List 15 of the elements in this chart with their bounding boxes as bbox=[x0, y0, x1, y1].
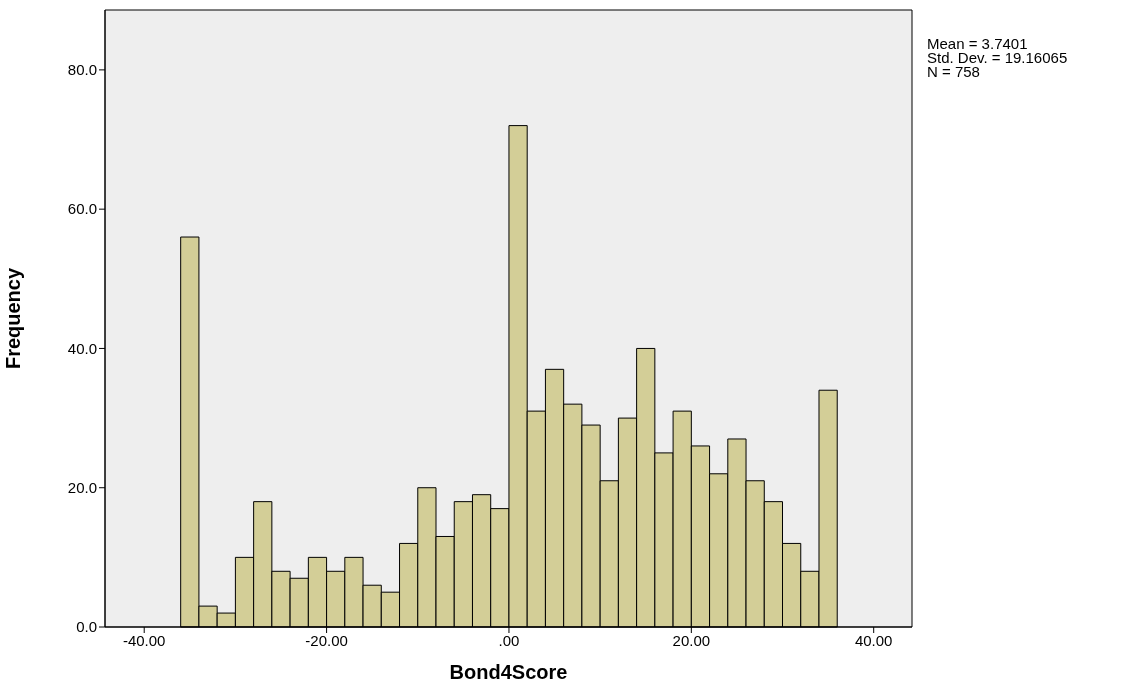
y-tick-label: 80.0 bbox=[67, 61, 97, 79]
y-tick-label: 20.0 bbox=[67, 479, 97, 497]
y-tick-label: 0.0 bbox=[76, 618, 97, 636]
x-tick-label: .00 bbox=[498, 631, 520, 649]
text: Std. Dev. = 19.16065 bbox=[927, 49, 1068, 66]
x-tick-label: -40.00 bbox=[122, 631, 166, 649]
x-tick-label: 20.00 bbox=[672, 631, 711, 649]
y-axis-title: Frequency bbox=[2, 267, 25, 370]
text: Mean = 3.7401 bbox=[927, 35, 1029, 52]
y-tick-label: 60.0 bbox=[67, 200, 97, 218]
text: N = 758 bbox=[927, 63, 981, 80]
x-tick-label: 40.00 bbox=[854, 631, 893, 649]
x-tick-label: -20.00 bbox=[305, 631, 348, 649]
y-tick-label: 40.0 bbox=[67, 339, 97, 357]
x-axis-title: Bond4Score bbox=[449, 661, 568, 683]
